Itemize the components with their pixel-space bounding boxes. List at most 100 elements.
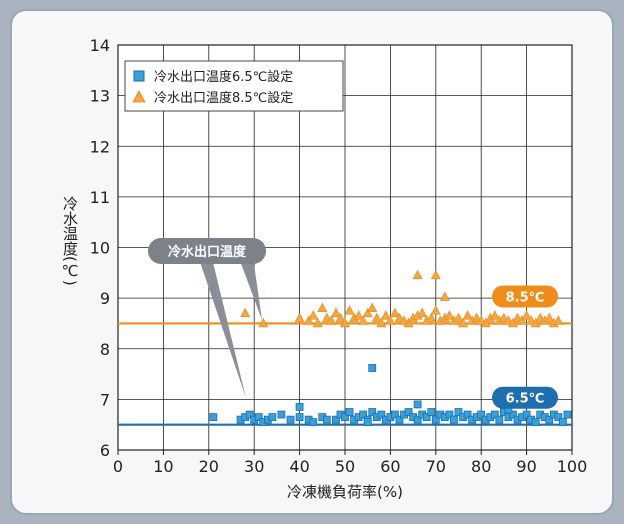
setpoint-badge-1	[492, 285, 558, 308]
point-square	[522, 410, 531, 419]
point-square	[427, 408, 436, 416]
point-triangle	[362, 307, 373, 318]
point-triangle	[444, 310, 455, 320]
point-square	[454, 408, 463, 416]
x-tick-label: 10	[153, 457, 173, 476]
point-triangle	[358, 315, 369, 325]
point-square	[413, 400, 422, 409]
point-square	[554, 413, 563, 421]
point-square	[277, 410, 286, 419]
point-square	[295, 413, 304, 421]
point-square	[559, 418, 567, 427]
point-triangle	[403, 317, 414, 328]
point-square	[509, 410, 517, 419]
point-square	[404, 408, 413, 416]
x-tick-label: 0	[113, 457, 123, 476]
point-square	[445, 410, 454, 419]
point-triangle	[489, 310, 500, 320]
point-triangle	[344, 305, 355, 315]
point-triangle	[521, 310, 532, 320]
y-tick-label: 6	[100, 441, 110, 460]
point-square	[395, 415, 404, 424]
point-square	[531, 418, 540, 427]
y-tick-label: 9	[100, 289, 110, 308]
point-triangle	[530, 317, 541, 328]
point-triangle	[317, 302, 328, 313]
point-triangle	[258, 317, 269, 328]
y-tick-label: 10	[90, 239, 110, 258]
point-triangle	[412, 269, 423, 280]
point-triangle	[340, 317, 350, 328]
point-square	[377, 410, 386, 419]
data-points	[209, 269, 572, 427]
point-square	[341, 413, 349, 421]
point-square	[463, 410, 472, 419]
point-square	[309, 418, 318, 427]
point-square	[359, 410, 368, 419]
callout-pointer-1	[196, 250, 246, 398]
y-tick-label: 8	[100, 340, 110, 359]
x-ticks: 0 10 20 30 40 50 60 70 80 90 100	[113, 457, 587, 476]
point-square	[363, 418, 372, 427]
point-square	[413, 415, 422, 424]
point-triangle	[308, 310, 319, 320]
setpoint-badge-0	[492, 386, 558, 409]
legend-label: 冷水出口温度8.5℃設定	[154, 90, 293, 106]
callout-box	[148, 238, 266, 264]
point-square	[495, 415, 504, 424]
point-square	[345, 408, 354, 416]
point-square	[254, 413, 263, 421]
x-tick-label: 100	[557, 457, 588, 476]
point-triangle	[517, 315, 528, 325]
x-tick-label: 80	[471, 457, 491, 476]
setpoint-badge-label: 8.5℃	[506, 290, 545, 305]
point-triangle	[553, 315, 564, 325]
point-square	[391, 410, 399, 419]
point-triangle	[480, 317, 491, 328]
point-triangle	[312, 317, 323, 328]
y-tick-label: 13	[90, 87, 110, 106]
callout-label: 冷水出口温度	[168, 244, 247, 260]
point-triangle	[371, 312, 382, 323]
point-triangle	[462, 310, 473, 320]
point-square	[295, 403, 304, 411]
point-triangle	[385, 315, 396, 325]
point-triangle	[439, 291, 450, 301]
legend-box	[124, 60, 344, 112]
point-triangle	[294, 312, 305, 323]
point-triangle	[303, 315, 314, 325]
point-triangle	[326, 315, 337, 325]
x-tick-label: 90	[516, 457, 536, 476]
point-triangle	[330, 307, 341, 318]
point-square	[545, 415, 554, 424]
point-triangle	[353, 310, 364, 320]
point-triangle	[453, 312, 464, 323]
y-axis-label: 冷水温度(℃)	[61, 196, 79, 286]
point-square	[286, 415, 295, 424]
point-triangle	[367, 302, 378, 313]
x-tick-label: 20	[199, 457, 219, 476]
point-triangle	[240, 307, 251, 318]
point-triangle	[458, 317, 469, 328]
point-square	[368, 408, 377, 416]
point-triangle	[389, 307, 400, 318]
x-tick-label: 50	[335, 457, 355, 476]
setpoint-badge-label: 6.5℃	[506, 392, 545, 407]
x-tick-label: 70	[426, 457, 446, 476]
point-triangle	[544, 312, 555, 323]
point-square	[450, 415, 458, 424]
point-triangle	[417, 307, 428, 318]
point-square	[477, 410, 486, 419]
point-triangle	[426, 312, 437, 323]
point-square	[322, 415, 331, 424]
point-square	[431, 415, 440, 424]
y-tick-label: 12	[90, 137, 110, 156]
legend-marker-square	[133, 70, 145, 82]
point-triangle	[380, 310, 391, 320]
setpoint-badges: 6.5℃ 8.5℃	[492, 285, 558, 409]
y-tick-label: 14	[90, 36, 110, 55]
y-tick-label: 11	[90, 188, 110, 207]
y-ticks: 6 7 8 9 10 11 12 13 14	[90, 36, 110, 460]
